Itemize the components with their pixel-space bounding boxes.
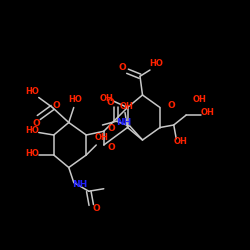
Text: O: O xyxy=(92,204,100,213)
Text: O: O xyxy=(106,98,114,107)
Text: HO: HO xyxy=(26,126,40,135)
Text: O: O xyxy=(32,119,40,128)
Text: O: O xyxy=(52,101,60,110)
Text: NH: NH xyxy=(72,180,88,189)
Text: OH: OH xyxy=(193,96,207,104)
Text: O: O xyxy=(118,63,126,72)
Text: O: O xyxy=(108,124,116,133)
Text: OH: OH xyxy=(174,138,188,146)
Text: O: O xyxy=(108,142,116,152)
Text: OH: OH xyxy=(99,94,113,103)
Text: HO: HO xyxy=(26,87,40,96)
Text: NH: NH xyxy=(116,118,131,127)
Text: OH: OH xyxy=(200,108,214,117)
Text: OH: OH xyxy=(94,133,108,142)
Text: HO: HO xyxy=(26,149,40,158)
Text: O: O xyxy=(168,100,175,110)
Text: HO: HO xyxy=(68,96,82,104)
Text: HO: HO xyxy=(149,59,163,68)
Text: OH: OH xyxy=(119,102,133,111)
